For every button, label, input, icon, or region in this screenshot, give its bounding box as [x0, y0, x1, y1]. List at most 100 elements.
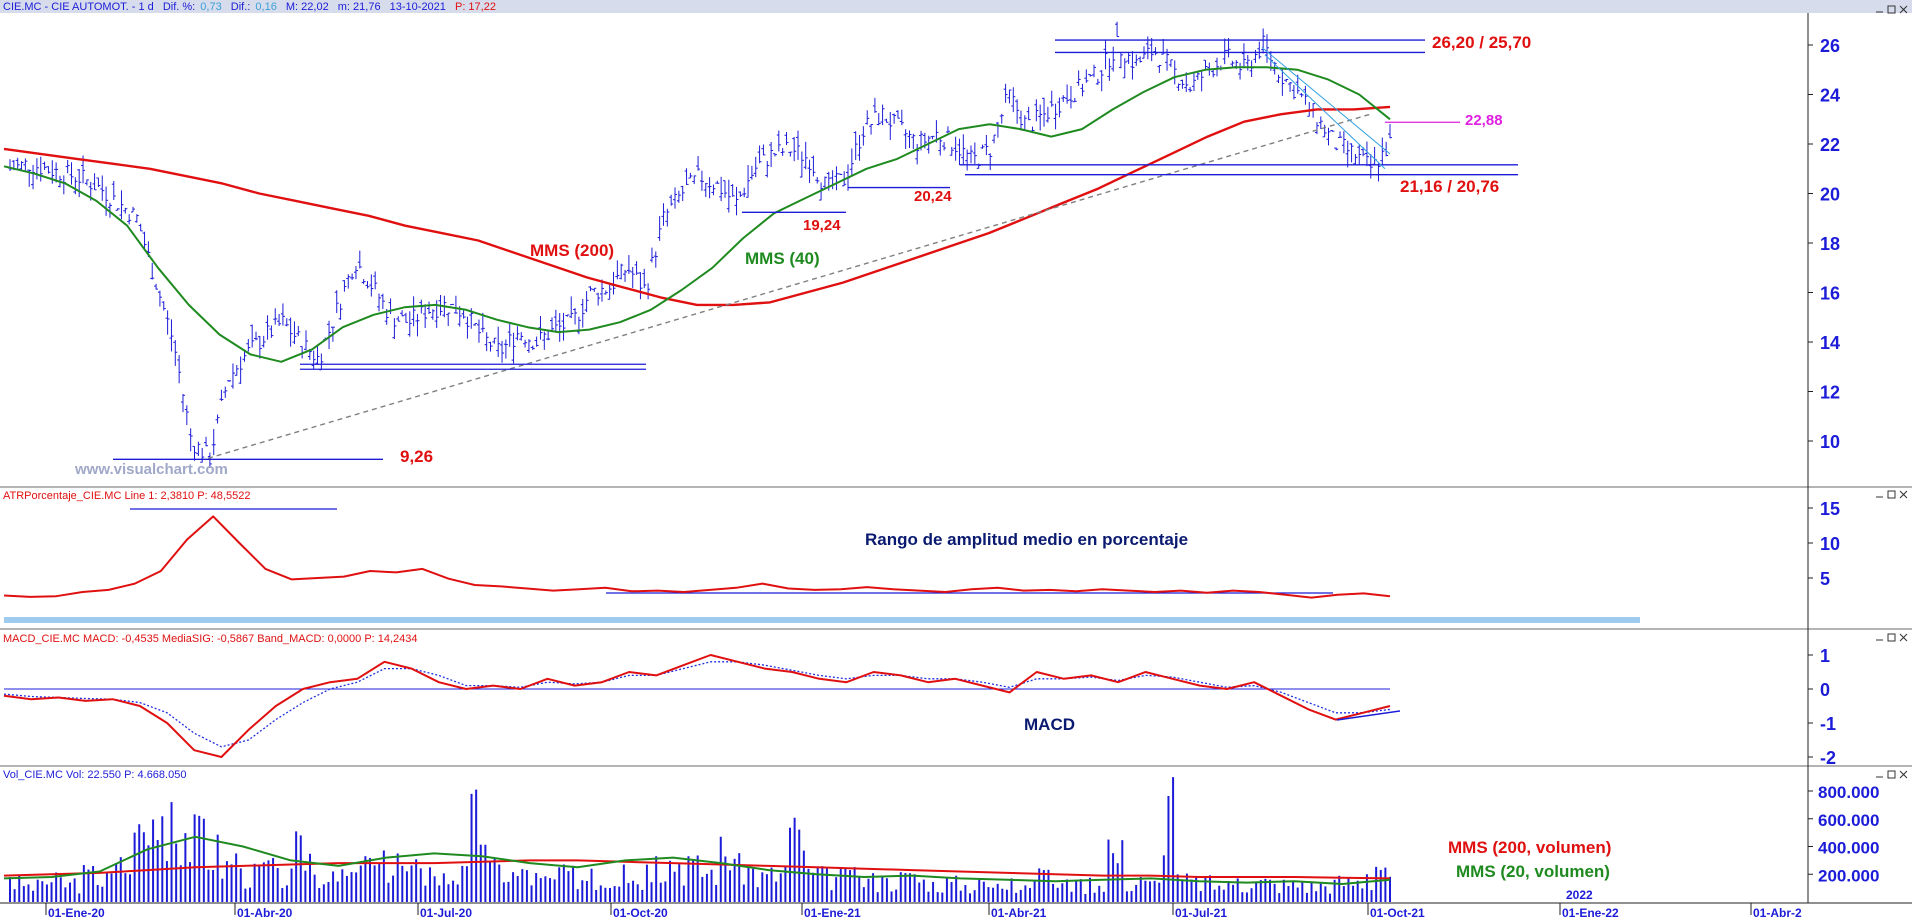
price-bar [204, 436, 209, 447]
macd-y-axis: 1 0 -1 -2 [1808, 646, 1836, 768]
price-bar [1353, 154, 1358, 165]
atr-label: ATRPorcentaje_CIE.MC Line 1: 2,3810 P: 4… [3, 490, 250, 502]
price-bar [46, 166, 51, 174]
price-bar [73, 177, 78, 195]
y-tick-label: 18 [1820, 234, 1840, 254]
header-price: P: 17,22 [455, 1, 496, 13]
header-dif-pct: 0,73 [200, 1, 221, 13]
price-bar [261, 335, 266, 348]
price-bar [127, 214, 132, 225]
y-tick-label: 5 [1820, 569, 1830, 589]
price-bar [392, 318, 397, 340]
price-bar [1276, 74, 1281, 83]
price-bar [173, 340, 178, 366]
price-bar [284, 318, 289, 327]
volume-pane: Vol_CIE.MC Vol: 22.550 P: 4.668.050 800.… [3, 769, 1879, 902]
y-tick-label: 200.000 [1818, 866, 1879, 885]
price-bar [19, 161, 24, 172]
price-bar [1349, 143, 1354, 163]
close-icon [1899, 490, 1908, 499]
price-bar [684, 168, 689, 185]
channel-line [1261, 47, 1391, 155]
macd-label: MACD_CIE.MC MACD: -0,4535 MediaSIG: -0,5… [3, 633, 418, 645]
price-bar [1126, 52, 1131, 64]
price-bar [1341, 131, 1346, 154]
vol-mms200-line [3, 859, 1391, 880]
price-bar [869, 124, 874, 135]
y-tick-label: 800.000 [1818, 783, 1879, 802]
price-bar [296, 325, 301, 337]
price-bar [1045, 106, 1050, 123]
price-bar [957, 138, 962, 166]
price-bar [346, 274, 351, 289]
price-bar [65, 159, 70, 174]
price-bar [642, 268, 647, 289]
mms40-line [3, 66, 1391, 363]
price-bar [254, 331, 259, 341]
price-bar [369, 274, 374, 297]
price-bar [373, 271, 378, 290]
vol-mms20-line [3, 835, 1391, 885]
price-bar [1157, 64, 1162, 73]
price-bar [423, 304, 428, 328]
price-bar [880, 104, 885, 126]
price-bar [719, 176, 724, 202]
price-bar [969, 145, 974, 164]
price-bar [1111, 46, 1116, 72]
price-bar [1295, 74, 1300, 94]
price-bar [1088, 73, 1093, 77]
x-tick-label: 01-Abr-2 [1753, 906, 1802, 920]
price-bar [588, 286, 593, 292]
price-bar [599, 279, 604, 302]
header-date: 13-10-2021 [390, 1, 446, 13]
header-symbol: CIE.MC - CIE AUTOMOT. - 1 d [3, 1, 154, 13]
price-bar [1103, 40, 1108, 70]
price-bar [1299, 93, 1304, 98]
price-bar [1122, 58, 1127, 79]
price-bar [799, 151, 804, 178]
price-bar [892, 113, 897, 124]
close-icon [1899, 5, 1908, 14]
price-bar [96, 177, 101, 188]
price-bar [407, 311, 412, 337]
price-bar [1084, 69, 1089, 83]
price-bar [907, 130, 912, 148]
price-bar [188, 428, 193, 452]
price-bar [788, 151, 793, 157]
macd-divergence-line [1336, 710, 1401, 721]
header-bar [0, 0, 1912, 13]
vol-mms20-label: MMS (20, volumen) [1456, 862, 1610, 881]
price-bar [1061, 95, 1066, 103]
price-bar [453, 295, 458, 314]
price-bar [592, 287, 597, 292]
price-bar [938, 137, 943, 156]
price-bar [157, 290, 162, 307]
price-bar [807, 159, 812, 183]
price-bar [838, 173, 843, 175]
price-bar [1222, 38, 1227, 65]
price-bar [246, 339, 251, 352]
price-bar [753, 156, 758, 178]
price-bar [953, 136, 958, 161]
price-bar [626, 255, 631, 274]
price-bar [280, 303, 285, 326]
price-bar [334, 290, 339, 314]
volume-label: Vol_CIE.MC Vol: 22.550 P: 4.668.050 [3, 769, 186, 781]
price-bar [1376, 163, 1381, 182]
x-axis: 01-Ene-20 01-Abr-20 01-Jul-20 01-Oct-20 01-E… [45, 888, 1802, 920]
x-tick-label: 01-Jul-21 [1175, 906, 1227, 920]
price-bar [134, 214, 139, 223]
price-bar [476, 319, 481, 343]
x-year-label: 2022 [1566, 888, 1593, 902]
price-bar [1199, 70, 1204, 92]
price-annotation: 9,26 [400, 447, 433, 466]
price-bar [761, 144, 766, 156]
price-bar [857, 134, 862, 161]
price-bar [1072, 97, 1077, 103]
price-y-axis: 10 12 14 16 18 20 22 24 26 [1808, 36, 1840, 452]
atr-y-axis: 5 10 15 [1808, 499, 1840, 589]
price-bar [380, 293, 385, 310]
price-bar [1314, 122, 1319, 135]
x-tick-label: 01-Abr-21 [991, 906, 1047, 920]
price-bar [1018, 110, 1023, 131]
